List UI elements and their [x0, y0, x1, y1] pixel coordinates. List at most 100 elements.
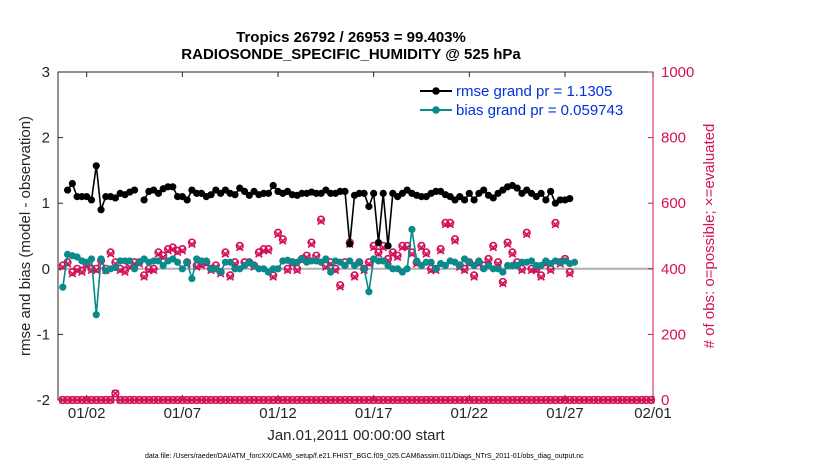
- bias-point: [111, 263, 119, 272]
- left-y-tick-label: 1: [42, 195, 50, 212]
- rmse-point: [130, 186, 139, 194]
- rmse-point: [537, 189, 545, 197]
- rmse-point: [87, 196, 96, 204]
- bias-point: [178, 265, 186, 273]
- right-y-tick-label: 600: [661, 195, 686, 212]
- obs-zero-circle: [264, 395, 273, 405]
- rmse-point: [97, 206, 105, 214]
- obs-zero-circle: [235, 395, 244, 405]
- obs-zero-circle: [503, 395, 512, 405]
- rmse-point: [111, 194, 119, 202]
- bias-point: [537, 261, 545, 270]
- obs-possible-point: [417, 241, 426, 250]
- obs-evaluated-point: [226, 273, 235, 281]
- obs-evaluated-point: [317, 217, 325, 226]
- obs-zero-circle: [479, 395, 488, 405]
- obs-possible-point: [316, 215, 326, 224]
- obs-zero-circle: [197, 395, 206, 405]
- obs-evaluated-point: [489, 243, 498, 252]
- bias-point: [183, 258, 191, 266]
- bias-point: [432, 265, 440, 273]
- obs-possible-point: [106, 248, 115, 257]
- bias-point: [413, 257, 421, 265]
- rmse-point: [63, 186, 72, 194]
- rmse-point: [360, 189, 368, 197]
- x-axis-label: Jan.01,2011 00:00:00 start: [267, 427, 445, 444]
- obs-zero-circle: [388, 395, 397, 405]
- obs-zero-circle: [240, 395, 249, 405]
- obs-zero-circle: [273, 395, 283, 405]
- obs-zero-circle: [168, 395, 177, 405]
- bias-point: [154, 257, 163, 265]
- obs-zero-circle: [436, 395, 445, 405]
- rmse-series: [63, 162, 574, 250]
- rmse-point: [379, 189, 387, 197]
- bias-point: [202, 257, 210, 265]
- obs-evaluated-point: [522, 230, 531, 239]
- obs-evaluated-point: [551, 220, 560, 229]
- obs-evaluated-point: [470, 273, 478, 281]
- obs-zero-circle: [407, 395, 417, 405]
- obs-zero-circle: [422, 395, 431, 405]
- obs-possible-point: [498, 277, 507, 287]
- obs-evaluated-point: [446, 220, 455, 229]
- obs-zero-circle: [149, 395, 158, 405]
- obs-zero-circle: [646, 395, 656, 405]
- rmse-point: [92, 162, 100, 170]
- rmse-point: [513, 184, 521, 192]
- obs-zero-circle: [111, 389, 120, 398]
- rmse-point: [489, 194, 497, 202]
- obs-zero-circle: [125, 395, 134, 405]
- obs-zero-circle: [245, 395, 254, 405]
- obs-zero-circle: [493, 395, 503, 405]
- right-y-tick-label: 200: [661, 326, 686, 343]
- obs-possible-point: [139, 271, 149, 280]
- left-y-tick-label: 3: [42, 64, 50, 81]
- bias-point: [59, 283, 67, 291]
- obs-zero-circle: [297, 395, 307, 405]
- obs-zero-circle: [527, 395, 536, 405]
- obs-zero-circle: [211, 395, 220, 405]
- y-axis-label-left: rmse and bias (model - observation): [17, 116, 34, 356]
- obs-zero-circle: [546, 395, 555, 405]
- obs-possible-point: [235, 241, 244, 250]
- obs-zero-circle: [489, 395, 498, 405]
- obs-possible-point: [508, 248, 517, 257]
- rmse-point: [68, 179, 76, 188]
- bias-point: [73, 253, 81, 261]
- obs-zero-circle: [465, 395, 474, 405]
- obs-zero-circle: [135, 395, 144, 405]
- obs-zero-circle: [139, 395, 149, 405]
- obs-zero-circle: [536, 395, 546, 405]
- obs-zero-circle: [589, 395, 598, 405]
- obs-possible-point: [565, 267, 574, 277]
- obs-zero-circle: [283, 395, 292, 405]
- obs-evaluated-point: [503, 240, 512, 249]
- obs-zero-circle: [159, 395, 168, 405]
- rmse-point: [264, 189, 273, 197]
- obs-zero-circle: [398, 395, 407, 405]
- y-axis-label-right: # of obs: o=possible; ×=evaluated: [701, 124, 718, 349]
- rmse-point: [384, 242, 392, 250]
- obs-zero-circle: [340, 395, 350, 405]
- obs-possible-point: [436, 245, 445, 254]
- legend-bias-marker: [432, 106, 440, 114]
- obs-zero-circle: [450, 395, 460, 405]
- obs-zero-circle: [92, 395, 101, 405]
- obs-evaluated-point: [221, 250, 230, 258]
- obs-zero-circle: [522, 395, 531, 405]
- obs-zero-circle: [63, 395, 72, 405]
- obs-zero-circle: [541, 395, 550, 405]
- data-file-note: data file: /Users/raeder/DAI/ATM_forcXX/…: [145, 453, 584, 460]
- obs-zero-circle: [106, 395, 115, 405]
- obs-zero-circle: [355, 395, 364, 405]
- bias-point: [188, 275, 196, 283]
- bias-point: [360, 265, 368, 273]
- rmse-point: [169, 183, 177, 191]
- obs-zero-circle: [178, 395, 187, 405]
- obs-zero-circle: [393, 395, 402, 405]
- obs-zero-circle: [82, 395, 91, 405]
- obs-zero-circle: [187, 395, 197, 405]
- obs-zero-circle: [560, 395, 570, 405]
- obs-evaluated-point: [106, 250, 115, 258]
